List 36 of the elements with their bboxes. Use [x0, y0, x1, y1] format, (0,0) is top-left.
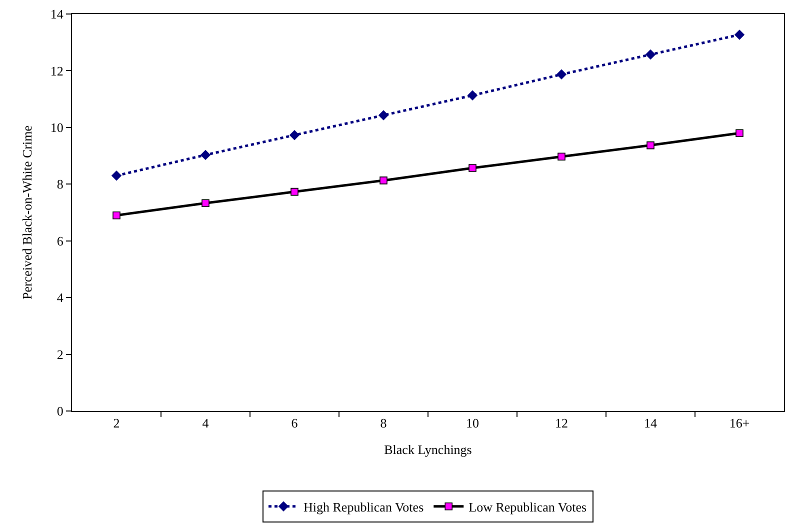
point [380, 176, 388, 184]
point [112, 211, 120, 220]
y-tick-label: 4 [56, 290, 64, 306]
point [556, 69, 566, 80]
point [202, 199, 210, 208]
x-tick-label: 2 [113, 416, 120, 431]
point [734, 30, 744, 40]
x-tick-label: 10 [466, 416, 479, 431]
y-tick-label: 12 [50, 63, 64, 78]
y-tick-label: 6 [56, 233, 64, 248]
legend-label: High Republican Votes [304, 499, 424, 514]
point [736, 129, 744, 137]
x-tick-label: 16+ [729, 416, 750, 431]
point [646, 141, 654, 150]
x-tick-label: 6 [291, 416, 298, 431]
x-axis-title: Black Lynchings [384, 442, 472, 458]
x-tick-label: 8 [380, 416, 387, 431]
legend-label: Low Republican Votes [468, 499, 587, 514]
x-tick-label: 4 [202, 416, 210, 431]
y-tick-label: 14 [50, 6, 64, 22]
x-tick-label: 12 [555, 416, 568, 431]
point [468, 164, 476, 172]
y-tick-label: 8 [56, 176, 64, 192]
point [468, 90, 478, 100]
point [558, 152, 566, 161]
y-tick-label: 2 [56, 346, 64, 362]
point [646, 50, 656, 60]
point [378, 110, 388, 120]
y-tick-label: 0 [56, 404, 64, 419]
y-tick-label: 10 [50, 120, 64, 135]
x-tick-label: 14 [644, 416, 658, 431]
point [200, 150, 210, 160]
point [290, 130, 300, 140]
point [112, 170, 122, 181]
point [290, 188, 298, 196]
y-axis-title: Perceived Black-on-White Crime [19, 125, 34, 300]
